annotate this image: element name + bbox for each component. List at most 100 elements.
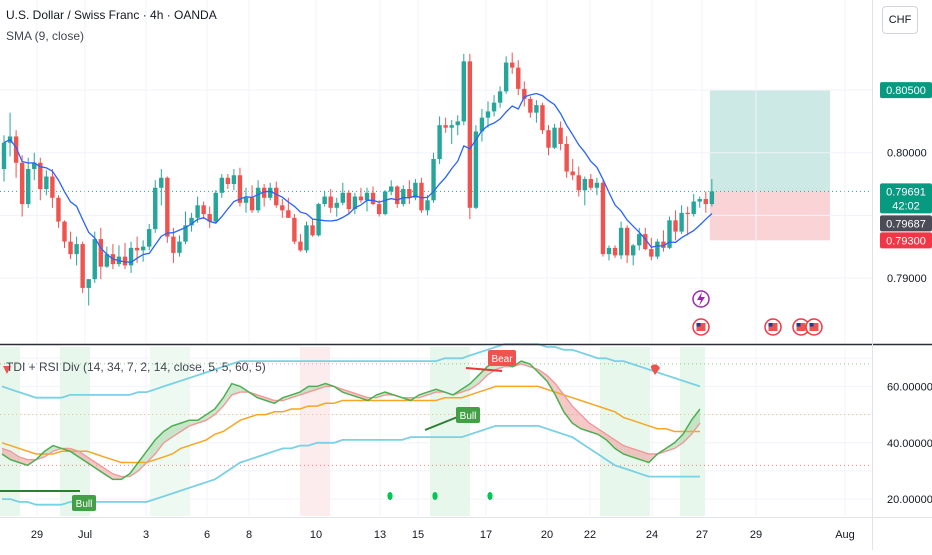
countdown-tag: 42:02	[892, 200, 920, 212]
bull-tag-bg	[456, 407, 480, 423]
candle-body	[50, 176, 55, 198]
rsi-line	[1, 360, 701, 481]
candle-body	[419, 182, 424, 211]
candle-body	[358, 196, 364, 201]
currency-button[interactable]: CHF	[882, 6, 918, 34]
time-tick-label: 27	[696, 529, 708, 541]
candle-body	[546, 130, 551, 148]
candle-body	[510, 62, 515, 68]
candle-body	[292, 217, 297, 242]
candle-body	[407, 189, 412, 198]
candle-body	[522, 88, 527, 99]
cloud-segment	[189, 420, 198, 426]
candle-body	[122, 256, 128, 266]
candle-body	[68, 241, 73, 255]
cloud-segment	[223, 383, 232, 407]
indicator-layer: Bear Bull Bull	[0, 343, 872, 511]
candle-body	[243, 197, 249, 203]
time-tick-label: 29	[750, 529, 762, 541]
bull-tag: Bull	[76, 499, 93, 510]
candle-body	[473, 131, 479, 208]
cloud-segment	[606, 434, 615, 449]
time-tick-label: 20	[541, 529, 553, 541]
cloud-segment	[614, 439, 624, 455]
candle-body	[443, 125, 448, 128]
time-tick-label: 29	[31, 529, 43, 541]
candle-body	[401, 189, 406, 205]
flag-stripes	[696, 323, 706, 331]
bull-dot	[387, 492, 393, 500]
candle-body	[134, 247, 140, 251]
cloud-segment	[691, 408, 700, 435]
candle-body	[140, 246, 146, 251]
candle-body	[183, 225, 188, 242]
cloud-segment	[95, 462, 105, 474]
signal-shading	[60, 347, 90, 516]
candle-body	[98, 239, 103, 267]
signal-shading	[600, 347, 650, 516]
sma-legend[interactable]: SMA (9, close)	[6, 29, 85, 43]
candle-body	[177, 241, 182, 253]
time-tick-label: 24	[646, 529, 658, 541]
candle-body	[274, 187, 279, 206]
cloud-segment	[597, 428, 607, 440]
candle-body	[249, 197, 255, 211]
candle-body	[334, 202, 339, 208]
indicator-legend[interactable]: TDI + RSI Div (14, 34, 7, 2, 14, close, …	[6, 360, 266, 374]
sma-price-tag: 0.79687	[886, 218, 926, 230]
bear-divergence-line	[465, 367, 503, 372]
candle-body	[13, 136, 19, 163]
sma-layer	[3, 92, 713, 263]
target-zone	[709, 90, 830, 192]
time-tick-label: 3	[143, 529, 149, 541]
cloud-segment	[206, 408, 215, 421]
candle-body	[207, 214, 212, 222]
candle-body	[600, 182, 606, 255]
indicator-tick-label: 60.00000	[887, 381, 932, 393]
cloud-segment	[146, 439, 156, 463]
candle-body	[516, 67, 521, 89]
candle-body	[395, 186, 400, 205]
flag-stripes	[768, 323, 778, 331]
price-tick-label: 0.79000	[887, 273, 927, 285]
cloud-segment	[19, 456, 28, 466]
candle-body	[322, 196, 327, 205]
time-tick-label: 22	[584, 529, 596, 541]
candle-body	[189, 217, 194, 226]
candle-body	[346, 192, 352, 210]
cloud-segment	[214, 397, 224, 415]
bull-tag: Bull	[460, 411, 477, 422]
candle-body	[268, 187, 273, 198]
cloud-segment	[555, 383, 564, 412]
candle-body	[649, 249, 654, 257]
flag-canton	[768, 323, 773, 327]
candle-body	[624, 227, 630, 256]
candle-body	[709, 191, 715, 205]
candle-body	[618, 227, 624, 256]
candle-body	[612, 247, 618, 256]
cloud-segment	[674, 434, 683, 449]
signal-shading	[430, 347, 470, 516]
candle-body	[153, 187, 158, 230]
flag-stripes	[809, 323, 819, 331]
candle-body	[237, 175, 243, 203]
upper-band-line	[1, 343, 701, 399]
position-zones	[0, 90, 872, 241]
indicator-tick-label: 40.00000	[887, 438, 932, 450]
candle-body	[534, 105, 539, 113]
candle-body	[219, 177, 224, 193]
candle-body	[679, 212, 684, 232]
candle-body	[128, 247, 134, 266]
signal-shading	[0, 347, 20, 516]
cloud-segment	[563, 394, 573, 424]
candle-body	[255, 187, 261, 211]
candle-body	[86, 279, 91, 288]
candle-body	[280, 205, 285, 211]
cloud-segment	[78, 451, 88, 463]
candle-body	[225, 177, 231, 185]
bull-tag-bg	[72, 495, 96, 511]
candle-body	[552, 127, 557, 148]
target-price-tag: 0.80500	[886, 85, 926, 97]
